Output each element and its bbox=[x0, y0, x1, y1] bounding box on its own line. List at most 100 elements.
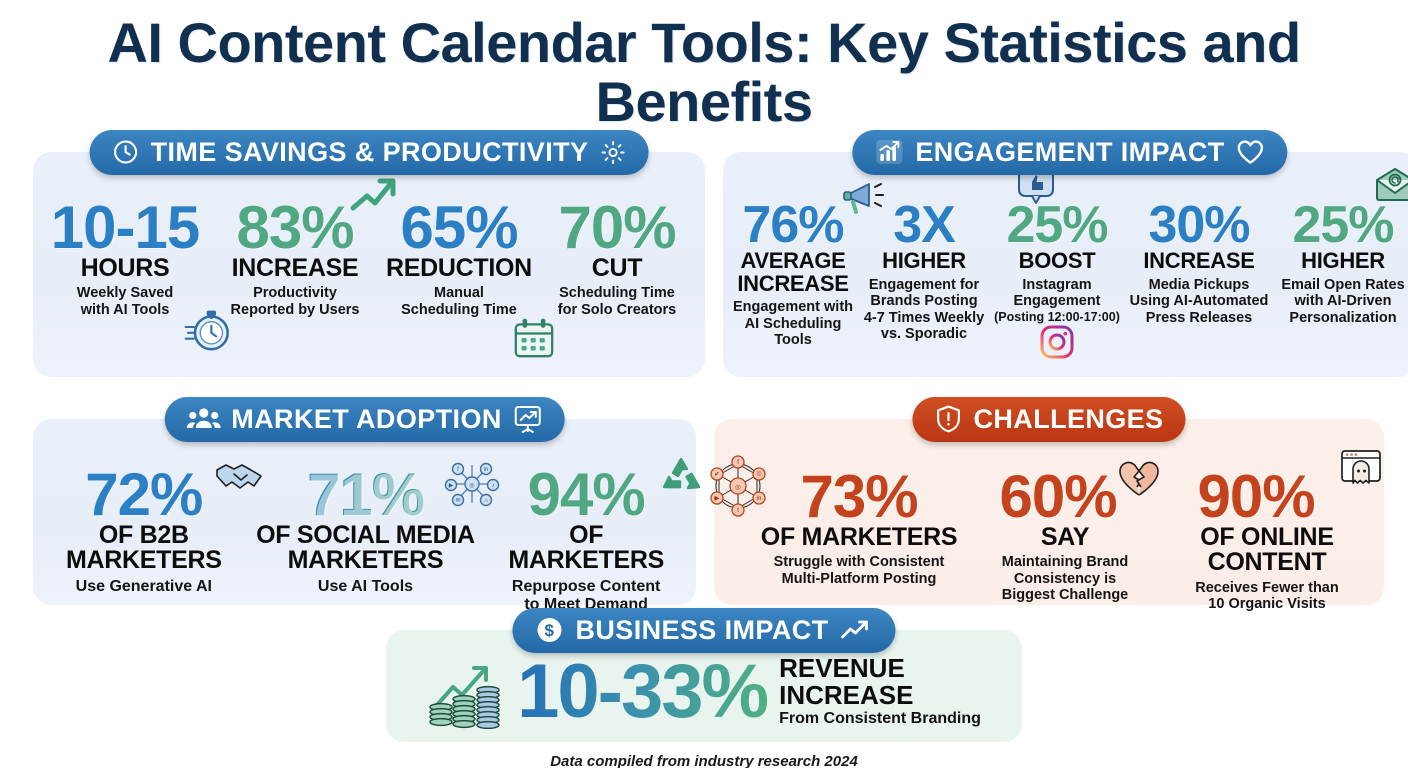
stat-b2b-marketers: 72% OF B2B MARKETERS Use Generative AI bbox=[45, 463, 262, 596]
stat-value: 73% bbox=[800, 462, 918, 530]
stat-value: 76% bbox=[742, 195, 844, 254]
stat-label: HIGHER bbox=[1301, 248, 1385, 274]
stat-avg-increase: 76% AVERAGE INCREASE Engagement with AI … bbox=[727, 182, 884, 349]
panel-grid: TIME SAVINGS & PRODUCTIVITY 10-15 HOURS … bbox=[0, 129, 1408, 613]
panel-body-challenges: 73% OF MARKETERS Struggle with Consisten… bbox=[710, 419, 1384, 631]
ghost-browser-icon bbox=[1338, 447, 1384, 494]
stat-media-pickups: 30% INCREASE Media Pickups Using AI-Auto… bbox=[1125, 195, 1273, 326]
social-network-icon: f in ▶ ♪ ✉ ⌂ ◎ bbox=[442, 455, 502, 518]
panel-market-adoption: MARKET ADOPTION 72% OF B2B MARKETERS bbox=[33, 396, 701, 613]
stat-label: INCREASE bbox=[1143, 248, 1255, 274]
stat-increase: 83% INCREASE Productivity Reported by Us… bbox=[209, 178, 396, 318]
business-impact-value: 10-33% bbox=[517, 648, 769, 734]
svg-text:▶: ▶ bbox=[715, 495, 721, 502]
panel-challenges: CHALLENGES 73% OF MARKETERS Struggle wit… bbox=[710, 396, 1384, 612]
svg-text:▶: ▶ bbox=[449, 483, 454, 489]
panel-body-engagement: 76% AVERAGE INCREASE Engagement with AI … bbox=[723, 152, 1408, 359]
panel-row-2: MARKET ADOPTION 72% OF B2B MARKETERS bbox=[33, 396, 1384, 613]
stat-desc: Productivity Reported by Users bbox=[230, 285, 360, 318]
thumbs-up-icon bbox=[1015, 168, 1057, 213]
stat-value: 83% bbox=[236, 193, 354, 261]
bar-chart-growth-icon bbox=[874, 138, 904, 166]
stat-value: 65% bbox=[400, 193, 518, 261]
svg-text:in: in bbox=[756, 495, 761, 502]
gear-icon bbox=[599, 139, 626, 166]
stat-value: 30% bbox=[1148, 195, 1250, 254]
stat-social-media-marketers: 71% OF SOCIAL MEDIA MARKETERS Use AI Too… bbox=[250, 462, 500, 596]
instagram-icon bbox=[1040, 325, 1074, 364]
stat-label: CUT bbox=[591, 253, 643, 282]
stat-desc: Instagram Engagement bbox=[1013, 276, 1101, 310]
stat-value: 90% bbox=[1197, 462, 1315, 530]
stat-desc: Manual Scheduling Time bbox=[401, 285, 517, 318]
megaphone-icon bbox=[841, 174, 891, 221]
stat-3x-higher: 3X HIGHER Engagement for Brands Posting … bbox=[859, 195, 989, 343]
svg-text:✉: ✉ bbox=[456, 498, 461, 504]
badge-market-adoption: MARKET ADOPTION bbox=[164, 396, 565, 442]
stat-desc: Receives Fewer than 10 Organic Visits bbox=[1195, 579, 1339, 613]
badge-business-impact: $ BUSINESS IMPACT bbox=[512, 607, 896, 653]
stat-label: OF ONLINE CONTENT bbox=[1200, 522, 1334, 577]
stat-label: BOOST bbox=[1018, 248, 1096, 274]
shield-alert-icon bbox=[934, 404, 962, 434]
stat-brand-consistency: 60% SAY Maintaining Brand Consistency is… bbox=[972, 461, 1159, 604]
stopwatch-icon bbox=[181, 299, 237, 360]
stat-label: HOURS bbox=[80, 253, 170, 282]
panel-business-impact: $ BUSINESS IMPACT bbox=[386, 607, 1022, 742]
heart-icon bbox=[1236, 138, 1266, 166]
stat-desc-paren: (Posting 12:00-17:00) bbox=[994, 309, 1120, 324]
stat-hours: 10-15 HOURS Weekly Saved with AI Tools bbox=[41, 193, 229, 351]
stat-label: OF MARKETERS bbox=[508, 520, 664, 575]
footer-note: Data compiled from industry research 202… bbox=[550, 752, 858, 768]
svg-text:⌂: ⌂ bbox=[485, 498, 489, 504]
recycle-icon bbox=[656, 453, 706, 506]
clock-icon bbox=[112, 138, 140, 166]
people-group-icon bbox=[186, 406, 221, 432]
stat-label: SAY bbox=[1040, 522, 1090, 551]
svg-text:$: $ bbox=[545, 621, 555, 640]
business-impact-desc: From Consistent Branding bbox=[779, 710, 981, 728]
stat-desc: Use Generative AI bbox=[75, 577, 212, 595]
svg-text:◎: ◎ bbox=[735, 484, 741, 491]
panel-body-market: 72% OF B2B MARKETERS Use Generative AI 7… bbox=[33, 419, 701, 632]
svg-text:t: t bbox=[737, 507, 739, 514]
dollar-circle-icon: $ bbox=[534, 615, 564, 645]
panel-body-time-savings: 10-15 HOURS Weekly Saved with AI Tools bbox=[33, 152, 705, 358]
stat-value: 60% bbox=[999, 462, 1117, 530]
stat-desc: Engagement for Brands Posting 4-7 Times … bbox=[863, 276, 985, 342]
stat-value: 94% bbox=[527, 460, 646, 528]
stat-desc: Scheduling Time for Solo Creators bbox=[557, 285, 677, 318]
stat-organic-visits: 90% OF ONLINE CONTENT Receives Fewer tha… bbox=[1158, 449, 1381, 613]
stat-label: OF SOCIAL MEDIA MARKETERS bbox=[256, 520, 475, 575]
trend-up-arrow-icon bbox=[347, 172, 403, 221]
svg-text:in: in bbox=[484, 467, 489, 473]
stat-desc: Struggle with Consistent Multi-Platform … bbox=[773, 554, 945, 587]
svg-text:©: © bbox=[757, 470, 762, 478]
stat-label: OF B2B MARKETERS bbox=[66, 520, 222, 575]
stat-value: 25% bbox=[1292, 195, 1394, 254]
stat-instagram-boost: 25% BOOST Instagram Engagement (Posting … bbox=[989, 168, 1125, 359]
stat-label: OF MARKETERS bbox=[760, 522, 958, 551]
stat-email-open: 25% HIGHER Email Open Rates with AI-Driv… bbox=[1273, 167, 1408, 326]
stat-value: 10-15 bbox=[50, 193, 200, 261]
trend-up-arrow-icon bbox=[840, 618, 874, 642]
stat-value: 25% bbox=[1006, 195, 1108, 254]
stat-value: 70% bbox=[558, 193, 676, 261]
stat-repurpose-content: 94% OF MARKETERS Repurpose Content to Me… bbox=[488, 457, 701, 614]
panel-row-1: TIME SAVINGS & PRODUCTIVITY 10-15 HOURS … bbox=[33, 129, 1408, 377]
stat-desc: Use AI Tools bbox=[317, 577, 414, 595]
stat-label: REDUCTION bbox=[386, 253, 532, 282]
calendar-icon bbox=[509, 313, 559, 368]
stat-value: 3X bbox=[893, 195, 956, 254]
stat-label: AVERAGE INCREASE bbox=[737, 248, 849, 296]
badge-label: CHALLENGES bbox=[973, 403, 1164, 434]
page-title: AI Content Calendar Tools: Key Statistic… bbox=[107, 11, 1301, 133]
business-impact-text: REVENUE INCREASE From Consistent Brandin… bbox=[779, 655, 981, 728]
badge-label: TIME SAVINGS & PRODUCTIVITY bbox=[150, 136, 589, 167]
stat-label: HIGHER bbox=[882, 248, 966, 274]
stat-reduction: 65% REDUCTION Manual Scheduling Time bbox=[381, 193, 554, 358]
broken-heart-icon bbox=[1116, 457, 1162, 504]
stat-desc: Engagement with AI Scheduling Tools bbox=[732, 299, 854, 349]
stat-label: INCREASE bbox=[231, 253, 359, 282]
svg-text:f: f bbox=[458, 467, 460, 473]
